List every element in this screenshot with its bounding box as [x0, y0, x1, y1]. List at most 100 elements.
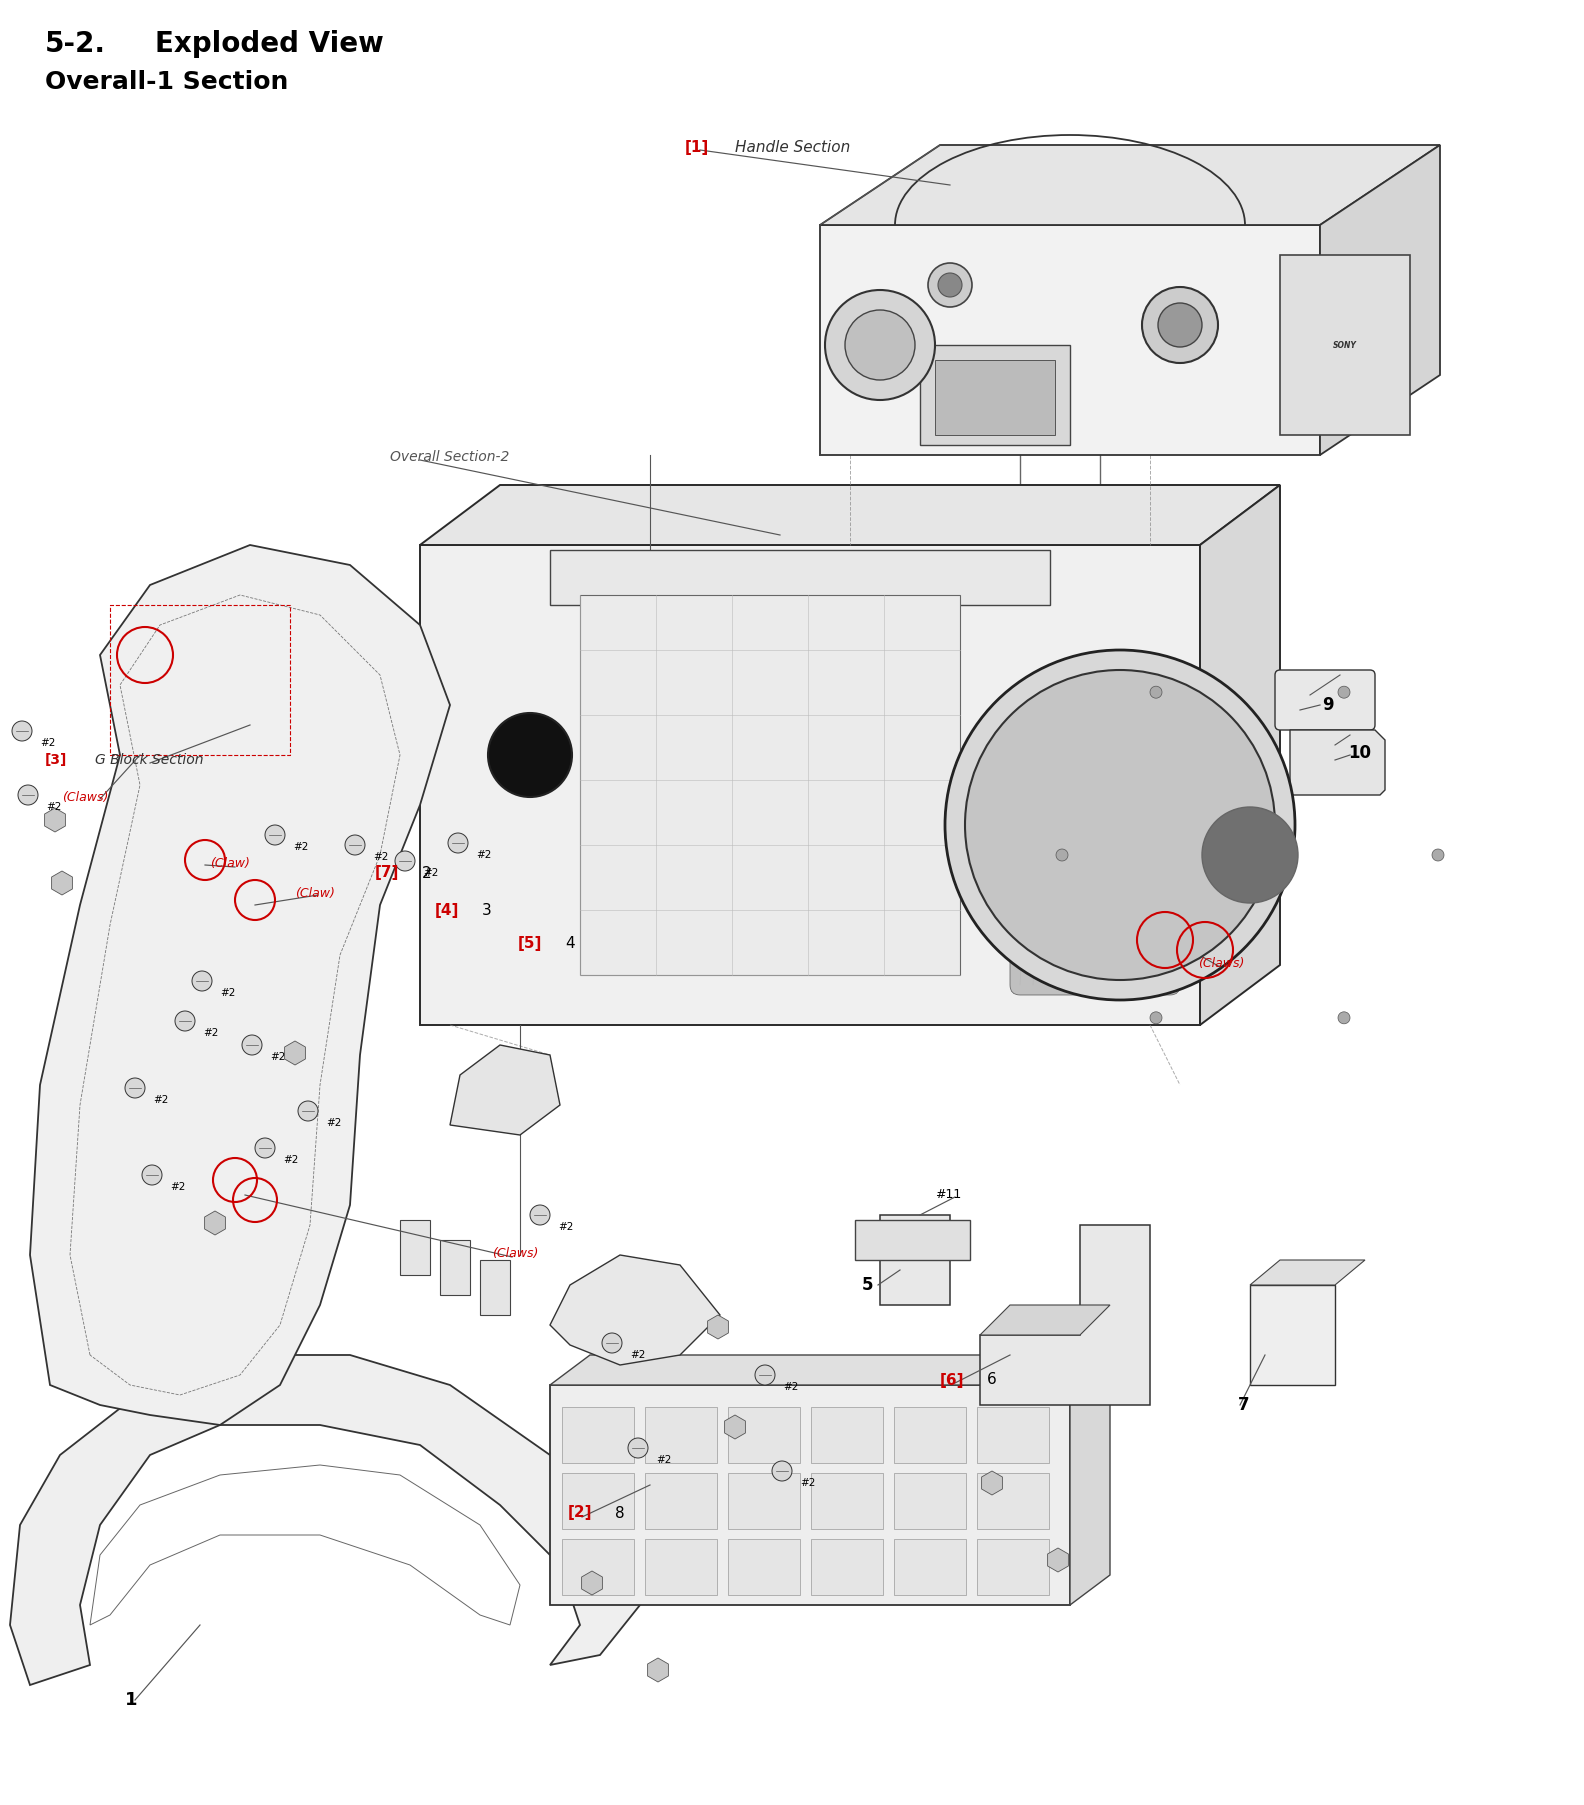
Circle shape [602, 1334, 623, 1354]
Circle shape [1150, 1013, 1163, 1023]
Circle shape [1202, 807, 1297, 902]
Bar [1280, 255, 1410, 435]
Bar [562, 1540, 634, 1596]
Bar [893, 1540, 966, 1596]
Bar [401, 1220, 429, 1274]
Circle shape [1142, 287, 1218, 363]
Bar [109, 605, 290, 754]
Polygon shape [30, 545, 450, 1424]
Text: #2: #2 [477, 850, 491, 859]
Text: [5]: [5] [518, 935, 542, 951]
Bar [562, 1473, 634, 1529]
Text: Handle Section: Handle Section [735, 139, 851, 155]
Text: (Claw): (Claw) [295, 886, 334, 899]
Circle shape [345, 836, 364, 856]
Text: #2: #2 [203, 1029, 219, 1038]
Text: 5: 5 [862, 1276, 873, 1294]
Text: 6: 6 [987, 1372, 996, 1388]
Bar [935, 359, 1055, 435]
Polygon shape [420, 486, 1280, 545]
Text: #2: #2 [800, 1478, 816, 1487]
Text: (Claws): (Claws) [493, 1247, 539, 1260]
Text: Overall Section-2: Overall Section-2 [390, 449, 510, 464]
Circle shape [938, 273, 961, 298]
Text: (Claw): (Claw) [211, 857, 250, 870]
Circle shape [627, 1439, 648, 1458]
Circle shape [756, 1365, 775, 1384]
Circle shape [1432, 848, 1445, 861]
Text: #2: #2 [293, 841, 309, 852]
Circle shape [192, 971, 212, 991]
FancyBboxPatch shape [1011, 695, 1180, 995]
Bar [893, 1473, 966, 1529]
Circle shape [928, 264, 973, 307]
Circle shape [1150, 686, 1163, 699]
Circle shape [771, 1460, 792, 1480]
Text: 9: 9 [1323, 697, 1334, 715]
Circle shape [946, 650, 1296, 1000]
Bar [920, 345, 1071, 446]
Circle shape [965, 670, 1275, 980]
Polygon shape [821, 226, 1319, 455]
Circle shape [17, 785, 38, 805]
Circle shape [1057, 848, 1068, 861]
Circle shape [13, 720, 32, 742]
Bar [562, 1408, 634, 1464]
Text: (Claws): (Claws) [62, 791, 108, 803]
Text: #2: #2 [326, 1117, 342, 1128]
Text: 1: 1 [125, 1691, 138, 1709]
Bar [550, 1384, 1071, 1605]
Text: #2: #2 [269, 1052, 285, 1061]
Polygon shape [821, 144, 1440, 226]
Bar [729, 1473, 800, 1529]
Circle shape [844, 310, 916, 381]
Bar [729, 1408, 800, 1464]
Circle shape [265, 825, 285, 845]
Text: [2]: [2] [569, 1505, 592, 1520]
Text: 5-2.: 5-2. [44, 31, 106, 58]
Polygon shape [450, 1045, 561, 1135]
Bar [645, 1540, 718, 1596]
Polygon shape [1250, 1260, 1365, 1285]
Text: #2: #2 [46, 801, 62, 812]
Bar [977, 1408, 1049, 1464]
Polygon shape [1071, 1356, 1110, 1605]
Text: [6]: [6] [939, 1372, 965, 1388]
Circle shape [242, 1034, 261, 1054]
Bar [440, 1240, 470, 1294]
Text: #11: #11 [935, 1188, 961, 1202]
Text: G Block Section: G Block Section [95, 753, 203, 767]
Polygon shape [10, 1356, 640, 1686]
Bar [729, 1540, 800, 1596]
Circle shape [174, 1011, 195, 1031]
Bar [811, 1408, 882, 1464]
Text: [1]: [1] [684, 139, 710, 155]
Text: Exploded View: Exploded View [155, 31, 383, 58]
Bar [977, 1540, 1049, 1596]
Bar [893, 1408, 966, 1464]
Bar [811, 1473, 882, 1529]
Text: SONY: SONY [1334, 341, 1357, 350]
Polygon shape [550, 1254, 721, 1365]
FancyBboxPatch shape [1275, 670, 1375, 729]
Bar [580, 596, 960, 975]
Bar [811, 1540, 882, 1596]
Text: [4]: [4] [436, 902, 459, 917]
Bar [881, 1215, 950, 1305]
Text: Overall-1 Section: Overall-1 Section [44, 70, 288, 94]
Text: 3: 3 [482, 902, 491, 917]
Text: 10: 10 [1348, 744, 1372, 762]
Bar [645, 1473, 718, 1529]
Text: #2: #2 [782, 1383, 798, 1392]
Text: (Claws): (Claws) [1198, 957, 1245, 969]
Text: #2: #2 [169, 1182, 185, 1191]
Polygon shape [550, 1356, 1110, 1384]
Circle shape [1338, 1013, 1350, 1023]
Bar [855, 1220, 969, 1260]
Circle shape [1338, 686, 1350, 699]
Text: #2: #2 [558, 1222, 573, 1233]
Text: #2: #2 [656, 1455, 672, 1466]
Bar [550, 551, 1050, 605]
Bar [1250, 1285, 1335, 1384]
Circle shape [125, 1078, 146, 1097]
